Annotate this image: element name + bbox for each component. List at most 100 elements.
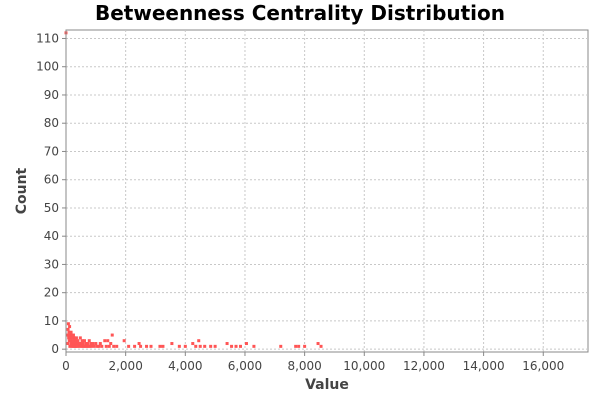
data-point <box>74 339 78 343</box>
data-point <box>98 342 102 346</box>
y-tick-label: 70 <box>44 144 59 158</box>
data-point <box>279 344 283 348</box>
x-tick-label: 8,000 <box>287 359 321 373</box>
x-tick-label: 16,000 <box>522 359 564 373</box>
data-point <box>234 344 238 348</box>
data-point <box>81 342 85 346</box>
data-point <box>230 344 234 348</box>
data-point <box>77 344 81 348</box>
data-point <box>73 336 77 340</box>
data-point <box>67 339 71 343</box>
y-tick-label: 10 <box>44 314 59 328</box>
data-point <box>198 344 202 348</box>
x-tick-label: 14,000 <box>463 359 505 373</box>
x-axis-ticks: 0 2,000 4,000 6,000 8,000 10,000 12,000 14,000 1… <box>62 352 564 373</box>
data-point <box>78 336 82 340</box>
data-point <box>104 344 108 348</box>
y-tick-label: 60 <box>44 173 59 187</box>
data-point <box>91 342 95 346</box>
data-point <box>294 344 298 348</box>
y-tick-label: 0 <box>51 342 59 356</box>
data-point <box>78 342 82 346</box>
plot-area <box>65 29 589 353</box>
data-point <box>66 333 70 337</box>
data-point <box>209 344 213 348</box>
data-point <box>252 344 256 348</box>
data-point <box>69 342 73 346</box>
data-point <box>67 336 71 340</box>
data-point <box>197 339 201 343</box>
y-axis-ticks: 0 10 20 30 40 50 60 70 80 90 100 110 <box>36 31 66 356</box>
data-point <box>74 336 78 340</box>
data-point <box>158 344 162 348</box>
data-point <box>79 344 83 348</box>
x-axis-label: Value <box>305 377 349 393</box>
data-point <box>316 342 320 346</box>
data-point <box>177 344 181 348</box>
y-axis-label: Count <box>14 167 30 214</box>
data-point <box>68 336 72 340</box>
data-point <box>109 342 113 346</box>
data-point <box>89 342 93 346</box>
data-point <box>127 344 131 348</box>
grid <box>65 30 588 352</box>
data-point <box>75 344 79 348</box>
data-point <box>161 344 165 348</box>
data-point <box>100 344 104 348</box>
data-point <box>107 344 111 348</box>
x-tick-label: 6,000 <box>228 359 262 373</box>
data-point <box>90 344 94 348</box>
data-point <box>213 344 217 348</box>
data-point <box>145 344 149 348</box>
data-point <box>194 344 198 348</box>
data-point <box>112 344 116 348</box>
data-point <box>70 336 74 340</box>
y-tick-label: 110 <box>36 31 59 45</box>
data-point <box>80 339 84 343</box>
x-tick-label: 2,000 <box>108 359 142 373</box>
data-point <box>170 342 174 346</box>
y-tick-label: 30 <box>44 257 59 271</box>
data-point <box>66 327 70 331</box>
y-tick-label: 50 <box>44 201 59 215</box>
data-point <box>203 344 207 348</box>
x-tick-label: 0 <box>62 359 70 373</box>
x-tick-label: 10,000 <box>343 359 385 373</box>
data-point <box>297 344 301 348</box>
y-tick-label: 40 <box>44 229 59 243</box>
data-point <box>85 342 89 346</box>
data-point <box>133 344 137 348</box>
x-tick-label: 4,000 <box>168 359 202 373</box>
data-point <box>106 339 110 343</box>
data-point <box>70 333 74 337</box>
data-point <box>244 342 248 346</box>
data-point <box>66 322 70 326</box>
x-tick-label: 12,000 <box>403 359 445 373</box>
data-point <box>67 330 71 334</box>
data-point <box>191 342 195 346</box>
data-point <box>65 342 69 346</box>
data-point <box>122 339 126 343</box>
data-point <box>238 344 242 348</box>
data-point <box>225 342 229 346</box>
data-points <box>64 31 323 348</box>
data-point <box>68 344 72 348</box>
y-tick-label: 90 <box>44 88 59 102</box>
data-point <box>139 344 143 348</box>
data-point <box>115 344 119 348</box>
chart-title: Betweenness Centrality Distribution <box>95 1 505 25</box>
data-point <box>71 333 75 337</box>
data-point <box>68 325 72 329</box>
data-point <box>80 342 84 346</box>
y-tick-label: 100 <box>36 60 59 74</box>
data-point <box>103 339 107 343</box>
data-point <box>92 344 96 348</box>
data-point <box>69 330 73 334</box>
data-point <box>137 342 141 346</box>
data-point <box>149 344 153 348</box>
data-point <box>183 344 187 348</box>
data-point <box>110 333 114 337</box>
data-point <box>97 344 101 348</box>
y-tick-label: 80 <box>44 116 59 130</box>
